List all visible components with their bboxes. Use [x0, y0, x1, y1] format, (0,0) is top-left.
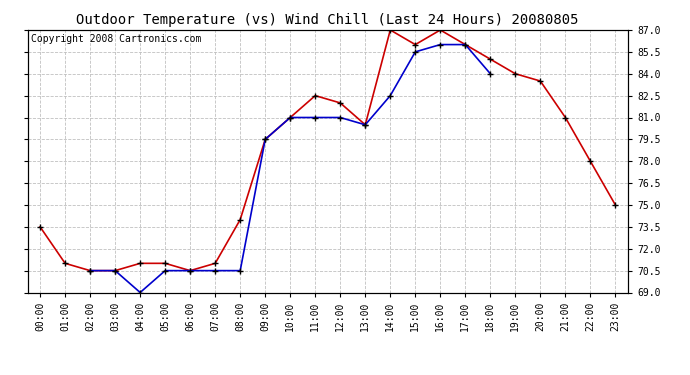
Text: Copyright 2008 Cartronics.com: Copyright 2008 Cartronics.com — [30, 34, 201, 44]
Title: Outdoor Temperature (vs) Wind Chill (Last 24 Hours) 20080805: Outdoor Temperature (vs) Wind Chill (Las… — [77, 13, 579, 27]
